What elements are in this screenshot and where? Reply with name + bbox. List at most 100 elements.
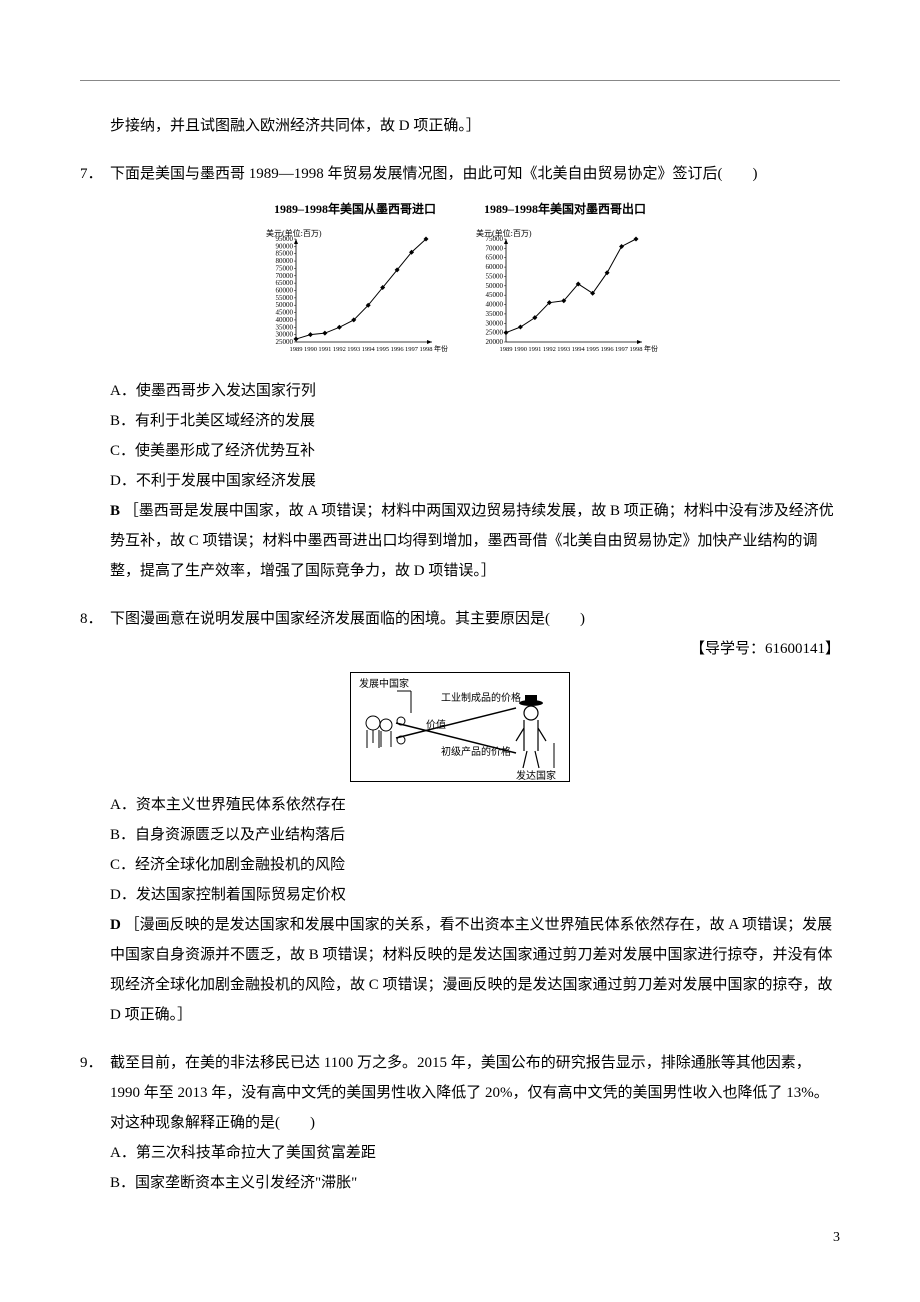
svg-text:1990: 1990 (304, 346, 317, 353)
svg-text:年份: 年份 (644, 344, 658, 353)
question-8-answer: D ［漫画反映的是发达国家和发展中国家的关系，看不出资本主义世界殖民体系依然存在… (80, 910, 840, 1030)
option-a: A．资本主义世界殖民体系依然存在 (110, 790, 840, 820)
svg-text:1996: 1996 (601, 346, 615, 353)
svg-text:1990: 1990 (514, 346, 527, 353)
svg-text:75000: 75000 (486, 235, 504, 243)
svg-text:45000: 45000 (276, 309, 294, 317)
option-b: B．国家垄断资本主义引发经济"滞胀" (110, 1168, 840, 1198)
chart-export-title: 1989–1998年美国对墨西哥出口 (470, 197, 660, 221)
svg-text:1992: 1992 (333, 346, 346, 353)
svg-text:1991: 1991 (528, 346, 541, 353)
svg-text:25000: 25000 (486, 329, 504, 337)
question-body: 截至目前，在美的非法移民已达 1100 万之多。2015 年，美国公布的研究报告… (110, 1048, 840, 1138)
svg-text:65000: 65000 (276, 279, 294, 287)
svg-text:美元(单位:百万): 美元(单位:百万) (476, 228, 532, 238)
question-9-options: A．第三次科技革命拉大了美国贫富差距 B．国家垄断资本主义引发经济"滞胀" (80, 1138, 840, 1198)
prev-answer-continuation: 步接纳，并且试图融入欧洲经济共同体，故 D 项正确。］ (80, 111, 840, 141)
question-7-options: A．使墨西哥步入发达国家行列 B．有利于北美区域经济的发展 C．使美墨形成了经济… (80, 376, 840, 496)
cartoon-image: 发展中国家 工业制成品的价格 价值 初级产品的价格 发达国家 (350, 672, 570, 782)
svg-text:75000: 75000 (276, 264, 294, 272)
cartoon-label-mid: 价值 (426, 718, 446, 731)
question-number: 8． (80, 604, 110, 634)
answer-explanation: ［漫画反映的是发达国家和发展中国家的关系，看不出资本主义世界殖民体系依然存在，故… (110, 917, 833, 1023)
chart-export-svg: 美元(单位:百万)2000025000300003500040000450005… (470, 225, 660, 360)
svg-text:1995: 1995 (376, 346, 389, 353)
svg-text:1995: 1995 (586, 346, 599, 353)
svg-text:20000: 20000 (486, 338, 504, 346)
chart-import: 1989–1998年美国从墨西哥进口 美元(单位:百万) 250003000035… (260, 197, 450, 368)
svg-text:35000: 35000 (276, 323, 294, 331)
svg-text:90000: 90000 (276, 242, 294, 250)
svg-text:30000: 30000 (276, 331, 294, 339)
svg-text:45000: 45000 (486, 291, 504, 299)
question-7-answer: B ［墨西哥是发展中国家，故 A 项错误；材料中两国双边贸易持续发展，故 B 项… (80, 496, 840, 586)
svg-text:30000: 30000 (486, 319, 504, 327)
question-7-stem: 7． 下面是美国与墨西哥 1989—1998 年贸易发展情况图，由此可知《北美自… (80, 159, 840, 189)
question-8-options: A．资本主义世界殖民体系依然存在 B．自身资源匮乏以及产业结构落后 C．经济全球… (80, 790, 840, 910)
svg-text:1994: 1994 (572, 346, 586, 353)
svg-text:1996: 1996 (391, 346, 405, 353)
option-c: C．经济全球化加剧金融投机的风险 (110, 850, 840, 880)
page-number: 3 (833, 1230, 840, 1246)
svg-text:1992: 1992 (543, 346, 556, 353)
question-8-stem: 8． 下图漫画意在说明发展中国家经济发展面临的困境。其主要原因是( ) (80, 604, 840, 634)
header-rule (80, 80, 840, 81)
svg-text:70000: 70000 (486, 244, 504, 252)
svg-text:70000: 70000 (276, 272, 294, 280)
svg-text:1994: 1994 (362, 346, 376, 353)
cartoon-label-bottom: 初级产品的价格 (441, 745, 511, 758)
option-d: D．发达国家控制着国际贸易定价权 (110, 880, 840, 910)
option-b: B．自身资源匮乏以及产业结构落后 (110, 820, 840, 850)
svg-text:40000: 40000 (486, 301, 504, 309)
svg-text:80000: 80000 (276, 257, 294, 265)
svg-text:60000: 60000 (276, 287, 294, 295)
continuation-text: 步接纳，并且试图融入欧洲经济共同体，故 D 项正确。］ (80, 111, 840, 141)
question-8: 8． 下图漫画意在说明发展中国家经济发展面临的困境。其主要原因是( ) 【导学号… (80, 604, 840, 1030)
svg-text:1993: 1993 (557, 346, 570, 353)
svg-text:年份: 年份 (434, 344, 448, 353)
question-9: 9． 截至目前，在美的非法移民已达 1100 万之多。2015 年，美国公布的研… (80, 1048, 840, 1198)
svg-text:1998: 1998 (420, 346, 433, 353)
charts-row: 1989–1998年美国从墨西哥进口 美元(单位:百万)250003000035… (80, 197, 840, 368)
svg-text:1993: 1993 (347, 346, 360, 353)
option-a: A．第三次科技革命拉大了美国贫富差距 (110, 1138, 840, 1168)
question-number: 7． (80, 159, 110, 189)
svg-text:美元(单位:百万): 美元(单位:百万) (266, 228, 322, 238)
svg-text:60000: 60000 (486, 263, 504, 271)
svg-text:1998: 1998 (630, 346, 643, 353)
svg-text:65000: 65000 (486, 254, 504, 262)
cartoon-wrap: 发展中国家 工业制成品的价格 价值 初级产品的价格 发达国家 (80, 672, 840, 782)
svg-text:85000: 85000 (276, 250, 294, 258)
svg-text:55000: 55000 (486, 272, 504, 280)
svg-text:55000: 55000 (276, 294, 294, 302)
question-number: 9． (80, 1048, 110, 1138)
svg-text:1997: 1997 (405, 346, 419, 353)
svg-text:40000: 40000 (276, 316, 294, 324)
svg-text:50000: 50000 (486, 282, 504, 290)
question-body: 下图漫画意在说明发展中国家经济发展面临的困境。其主要原因是( ) (110, 604, 840, 634)
answer-explanation: ［墨西哥是发展中国家，故 A 项错误；材料中两国双边贸易持续发展，故 B 项正确… (110, 503, 834, 579)
option-a: A．使墨西哥步入发达国家行列 (110, 376, 840, 406)
chart-import-title: 1989–1998年美国从墨西哥进口 (260, 197, 450, 221)
option-c: C．使美墨形成了经济优势互补 (110, 436, 840, 466)
guide-number: 【导学号：61600141】 (80, 634, 840, 664)
cartoon-label-topleft: 发展中国家 (359, 677, 409, 690)
svg-text:25000: 25000 (276, 338, 294, 346)
answer-letter: D (110, 917, 121, 933)
svg-text:1989: 1989 (500, 346, 513, 353)
option-b: B．有利于北美区域经济的发展 (110, 406, 840, 436)
svg-text:95000: 95000 (276, 235, 294, 243)
cartoon-label-topright: 工业制成品的价格 (441, 691, 521, 704)
cartoon-svg: 发展中国家 工业制成品的价格 价值 初级产品的价格 发达国家 (351, 673, 571, 783)
question-9-stem: 9． 截至目前，在美的非法移民已达 1100 万之多。2015 年，美国公布的研… (80, 1048, 840, 1138)
chart-export: 1989–1998年美国对墨西哥出口 美元(单位:百万) 2000025000 30… (470, 197, 660, 368)
question-body: 下面是美国与墨西哥 1989—1998 年贸易发展情况图，由此可知《北美自由贸易… (110, 159, 840, 189)
svg-text:50000: 50000 (276, 301, 294, 309)
svg-text:1991: 1991 (318, 346, 331, 353)
cartoon-label-right: 发达国家 (516, 769, 556, 782)
question-7: 7． 下面是美国与墨西哥 1989—1998 年贸易发展情况图，由此可知《北美自… (80, 159, 840, 586)
chart-import-svg: 美元(单位:百万) 2500030000350004000045000500005… (260, 225, 450, 360)
svg-text:1989: 1989 (290, 346, 303, 353)
svg-text:35000: 35000 (486, 310, 504, 318)
svg-text:1997: 1997 (615, 346, 629, 353)
